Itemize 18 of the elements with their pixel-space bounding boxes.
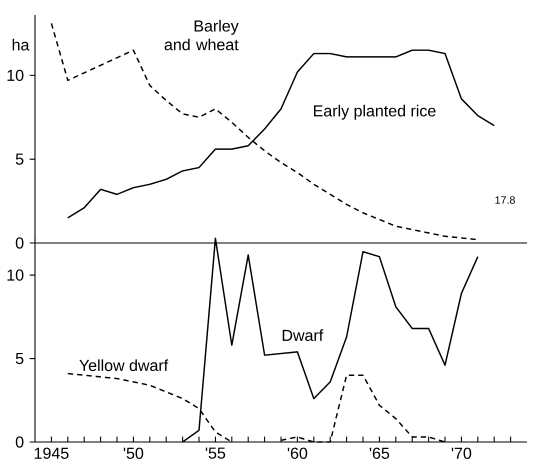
series-label: Yellow dwarf <box>79 359 168 372</box>
series-label: Early planted rice <box>314 104 436 120</box>
y-tick-label: 10 <box>7 70 24 81</box>
y-tick-label: 5 <box>16 352 24 364</box>
series-label: Dwarf <box>282 329 324 342</box>
y-tick-label: 10 <box>7 269 24 281</box>
y-tick-label: 0 <box>16 436 24 448</box>
annotation: 17.8 <box>495 196 515 204</box>
x-tick-label: '60 <box>288 448 308 459</box>
x-tick-label: '50 <box>124 448 144 459</box>
x-tick-label: 1945 <box>34 448 69 459</box>
x-tick-label: '55 <box>206 448 226 459</box>
series-label: Barley and wheat <box>164 20 239 50</box>
x-tick-label: '70 <box>452 448 472 459</box>
y-tick-label: 0 <box>16 237 24 249</box>
x-tick-label: '65 <box>370 448 390 459</box>
y-axis-title: ha <box>12 38 30 50</box>
y-tick-label: 5 <box>16 154 24 165</box>
